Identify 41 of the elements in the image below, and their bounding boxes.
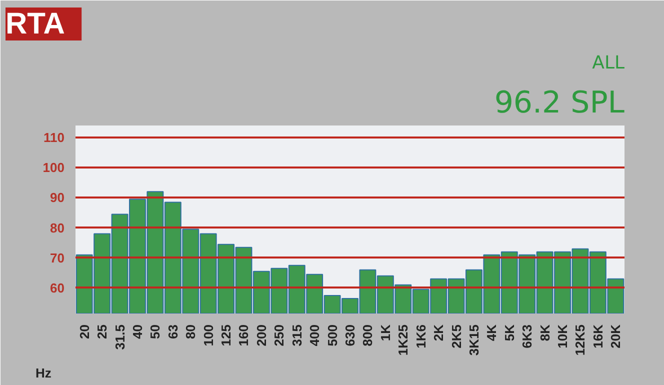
x-tick-label: 1K25	[396, 324, 411, 356]
x-tick-label: 20K	[608, 324, 624, 348]
x-tick-label: 630	[342, 324, 358, 346]
x-tick-label: 2K5	[448, 324, 464, 348]
x-tick-label: 8K	[537, 324, 552, 342]
x-tick-label: 160	[236, 324, 252, 346]
x-tick-label: 500	[324, 324, 340, 346]
x-tick-label: 50	[148, 324, 163, 339]
x-tick-label: 400	[307, 324, 322, 346]
y-tick-label: 100	[42, 160, 65, 176]
x-tick-label: 1K	[378, 324, 393, 342]
x-tick-label: 16K	[590, 324, 606, 348]
chart-title: RTA	[6, 8, 65, 40]
x-tick-label: 31.5	[112, 324, 128, 350]
x-axis-title: Hz	[36, 366, 52, 380]
x-tick-label: 6K3	[520, 324, 535, 348]
x-tick-label: 63	[165, 324, 180, 339]
x-tick-label: 200	[254, 324, 269, 346]
y-tick-label: 80	[50, 220, 65, 236]
x-tick-label: 4K	[484, 324, 500, 342]
text: 96.2 SPL	[494, 86, 625, 120]
text: ALL	[592, 52, 625, 74]
y-tick-label: 70	[50, 250, 65, 266]
x-tick-label: 3K15	[466, 324, 482, 356]
x-tick-label: 1K6	[413, 324, 428, 348]
x-tick-label: 40	[130, 324, 145, 339]
x-tick-label: 800	[360, 324, 376, 346]
y-tick-label: 110	[44, 130, 65, 146]
x-tick-label: 5K	[502, 324, 517, 342]
y-tick-label: 60	[50, 280, 65, 296]
x-tick-label: 12K5	[572, 324, 588, 356]
y-tick-label: 90	[50, 190, 65, 206]
x-tick-label: 100	[200, 324, 216, 346]
x-tick-label: 2K	[431, 324, 446, 342]
x-tick-label: 315	[289, 324, 304, 346]
x-tick-label: 125	[218, 324, 234, 346]
x-tick-label: 250	[272, 324, 287, 346]
x-tick-label: 10K	[555, 324, 570, 348]
x-tick-label: 20	[76, 324, 92, 339]
x-tick-label: 25	[94, 324, 110, 339]
x-tick-label: 80	[183, 324, 198, 339]
